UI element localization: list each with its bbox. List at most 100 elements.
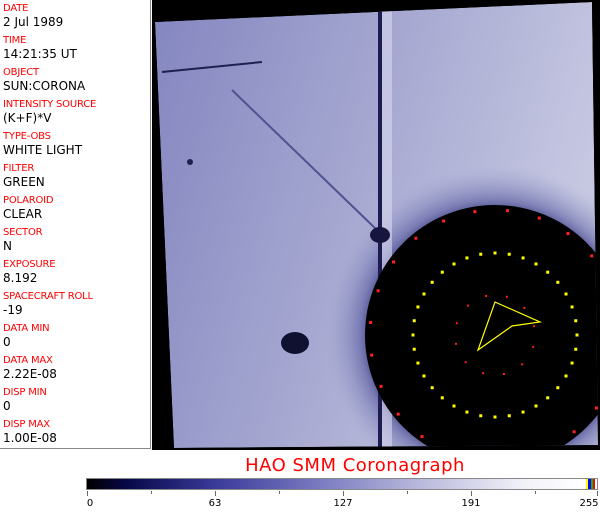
field-label: OBJECT	[3, 67, 39, 78]
grid-dot	[465, 410, 469, 414]
grid-dot	[537, 216, 541, 220]
grid-dot	[369, 321, 373, 325]
colorbar-minor-tick	[407, 491, 408, 494]
grid-dot	[521, 363, 524, 366]
colorbar-tick-label: 255	[579, 498, 599, 509]
field-value: WHITE LIGHT	[3, 143, 83, 157]
field-value: GREEN	[3, 175, 45, 189]
grid-dot	[521, 410, 525, 414]
selection-polygon	[476, 301, 543, 352]
grid-dot	[465, 256, 469, 260]
grid-dot	[502, 373, 505, 376]
image-title: HAO SMM Coronagraph	[245, 455, 465, 476]
colorbar-minor-tick	[279, 491, 280, 494]
colorbar-tick	[597, 491, 598, 496]
colorbar-tick	[215, 491, 216, 496]
grid-dot	[479, 252, 483, 256]
colorbar-tick	[87, 491, 88, 496]
grid-dot	[532, 345, 535, 348]
grid-dot	[505, 209, 509, 213]
grid-dot	[570, 361, 574, 365]
field-value: 8.192	[3, 271, 38, 285]
colorbar-tick-label: 0	[86, 498, 94, 509]
occulter	[365, 205, 598, 448]
grid-dot	[422, 292, 426, 296]
grid-dot	[574, 347, 578, 351]
grid-dot	[414, 236, 418, 240]
grid-dot	[466, 304, 469, 307]
colorbar-marker	[592, 479, 595, 489]
grid-dot	[594, 406, 598, 410]
grid-dot	[507, 252, 511, 256]
colorbar	[86, 478, 598, 490]
field-label: SPACECRAFT ROLL	[3, 291, 93, 302]
grid-dot	[411, 333, 415, 337]
colorbar-tick	[471, 491, 472, 496]
grid-dot	[416, 361, 420, 365]
field-label: EXPOSURE	[3, 259, 56, 270]
field-label: DATA MAX	[3, 355, 53, 366]
field-label: INTENSITY SOURCE	[3, 99, 97, 110]
colorbar-tick-label: 127	[333, 498, 353, 509]
grid-dot	[556, 386, 560, 390]
field-value: 2 Jul 1989	[3, 15, 64, 29]
colorbar-marker	[588, 479, 591, 489]
grid-dot	[566, 232, 570, 236]
grid-dot	[505, 295, 508, 298]
grid-dot	[442, 219, 446, 223]
grid-dot	[455, 322, 458, 325]
grid-dot	[464, 361, 467, 364]
grid-dot	[570, 305, 574, 309]
colorbar-tick-label: 63	[208, 498, 222, 509]
field-label: TIME	[3, 35, 27, 46]
grid-dot	[575, 333, 579, 337]
grid-dot	[534, 404, 538, 408]
field-value: 1.00E-08	[3, 431, 57, 445]
grid-dot	[564, 292, 568, 296]
grid-dot	[430, 280, 434, 284]
grid-dot	[564, 374, 568, 378]
field-value: N	[3, 239, 12, 253]
grid-dot	[422, 374, 426, 378]
grid-dot	[420, 434, 424, 438]
grid-dot	[556, 280, 560, 284]
grid-dot	[485, 294, 488, 297]
field-label: DISP MAX	[3, 419, 50, 430]
grid-dot	[376, 289, 380, 293]
field-value: 2.22E-08	[3, 367, 57, 381]
field-value: 0	[3, 335, 11, 349]
grid-dot	[452, 262, 456, 266]
field-value: CLEAR	[3, 207, 43, 221]
grid-dot	[493, 415, 497, 419]
field-value: 0	[3, 399, 11, 413]
field-label: TYPE-OBS	[3, 131, 51, 142]
grid-dot	[493, 251, 497, 255]
colorbar-minor-tick	[535, 491, 536, 494]
grid-dot	[534, 262, 538, 266]
field-value: 14:21:35 UT	[3, 47, 77, 61]
grid-dot	[412, 347, 416, 351]
grid-dot	[521, 256, 525, 260]
grid-dot	[412, 319, 416, 323]
grid-dot	[392, 260, 396, 264]
grid-dot	[574, 319, 578, 323]
grid-dot	[479, 414, 483, 418]
grid-dot	[523, 306, 526, 309]
grid-dot	[370, 353, 374, 357]
grid-dot	[590, 254, 594, 258]
grid-dot	[572, 430, 576, 434]
grid-dot	[533, 325, 536, 328]
colorbar-marker	[590, 479, 593, 489]
info-panel: DATE 2 Jul 1989 TIME 14:21:35 UT OBJECT SUN:C…	[0, 0, 151, 449]
grid-dot	[416, 305, 420, 309]
grid-dot	[440, 396, 444, 400]
field-label: DATA MIN	[3, 323, 50, 334]
field-value: SUN:CORONA	[3, 79, 86, 93]
grid-dot	[440, 270, 444, 274]
grid-dot	[454, 342, 457, 345]
field-label: SECTOR	[3, 227, 43, 238]
grid-dot	[546, 270, 550, 274]
grid-dot	[452, 404, 456, 408]
grid-dot	[473, 210, 477, 214]
field-label: POLAROID	[3, 195, 54, 206]
